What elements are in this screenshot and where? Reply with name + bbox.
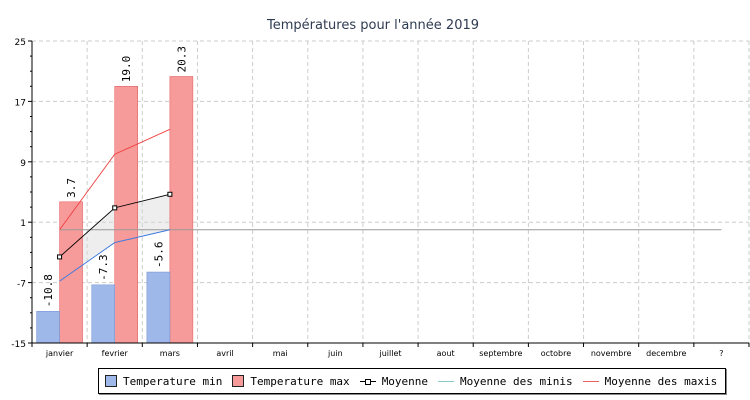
x-tick-label: juin xyxy=(327,349,343,358)
x-tick-label: septembre xyxy=(479,349,522,358)
x-tick-label: avril xyxy=(216,349,233,358)
x-tick-label: mai xyxy=(273,349,288,358)
bar-temperature-min xyxy=(146,271,171,344)
chart-title: Températures pour l'année 2019 xyxy=(266,18,479,33)
y-tick-label: 1 xyxy=(20,219,26,229)
line-moyenne-des-maxis xyxy=(59,128,171,231)
bar-temperature-max xyxy=(169,76,194,344)
data-label-temperature-min: -7.3 xyxy=(97,254,110,281)
legend-item-temperature-min: Temperature min xyxy=(105,375,222,388)
x-tick-label: octobre xyxy=(541,349,572,358)
y-tick-label: -15 xyxy=(11,340,26,350)
legend-label: Moyenne des maxis xyxy=(604,374,718,388)
x-tick-label: janvier xyxy=(45,349,74,358)
bar-temperature-min xyxy=(36,311,60,344)
x-tick-label: novembre xyxy=(591,349,632,358)
x-tick-label: aout xyxy=(437,349,455,358)
bar-temperature-max xyxy=(59,201,83,344)
legend-swatch-moyenne-maxis xyxy=(582,380,599,382)
x-tick-label: decembre xyxy=(646,349,686,358)
data-label-temperature-min: -5.6 xyxy=(152,242,165,269)
legend: Temperature min Temperature max Moyenne … xyxy=(98,368,727,394)
marker-moyenne xyxy=(167,191,173,197)
bar-temperature-min xyxy=(91,284,115,344)
legend-item-temperature-max: Temperature max xyxy=(232,374,350,388)
legend-swatch-temperature-min xyxy=(105,375,117,387)
line-moyenne-des-minis xyxy=(59,229,170,282)
data-label-temperature-min: -10.8 xyxy=(42,274,55,307)
legend-swatch-moyenne-minis xyxy=(438,380,455,382)
legend-item-moyenne-minis: Moyenne des minis xyxy=(438,375,573,388)
x-tick-label: mars xyxy=(160,349,180,358)
bar-temperature-max xyxy=(114,86,138,344)
legend-label: Moyenne des minis xyxy=(460,374,573,388)
data-label-temperature-max: 3.7 xyxy=(65,178,78,198)
y-tick-label: 9 xyxy=(20,159,26,169)
y-tick-label: 25 xyxy=(15,38,26,48)
legend-item-moyenne-maxis: Moyenne des maxis xyxy=(582,374,718,388)
data-label-temperature-max: 19.0 xyxy=(120,56,133,83)
legend-item-moyenne: Moyenne xyxy=(359,374,429,388)
marker-moyenne xyxy=(57,254,63,260)
x-tick-label: juillet xyxy=(378,349,401,358)
marker-moyenne xyxy=(112,205,118,211)
legend-label: Moyenne xyxy=(381,374,429,388)
legend-label: Temperature max xyxy=(250,374,350,388)
x-tick-label: ? xyxy=(719,349,723,358)
legend-label: Temperature min xyxy=(123,374,223,388)
data-label-temperature-max: 20.3 xyxy=(175,46,188,73)
legend-swatch-temperature-max xyxy=(232,375,245,387)
y-tick-label: -7 xyxy=(17,280,26,290)
x-tick-label: fevrier xyxy=(102,349,129,358)
y-tick-label: 17 xyxy=(15,98,26,108)
legend-swatch-moyenne xyxy=(359,378,376,385)
